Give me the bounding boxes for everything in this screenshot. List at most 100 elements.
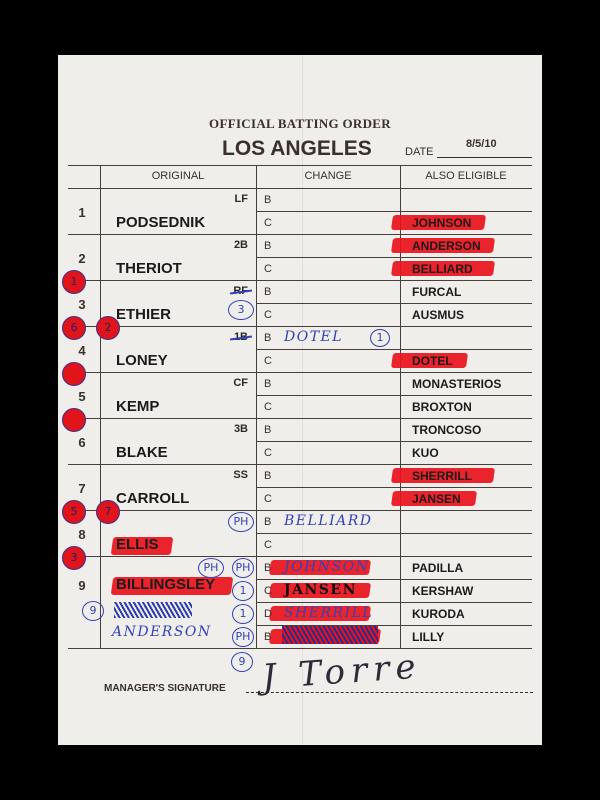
batting-slot-number: 9 — [78, 578, 86, 593]
batting-slot-number: 8 — [78, 527, 86, 542]
batting-slot-number: 2 — [78, 251, 86, 266]
change-code: B — [264, 631, 272, 643]
order-mark-circle: 7 — [96, 500, 120, 524]
slot-divider — [68, 418, 532, 419]
position-label: CF — [233, 377, 248, 389]
slot-divider — [68, 464, 532, 465]
date-line — [437, 157, 532, 158]
signature-line — [246, 692, 533, 693]
order-mark-circle: 3 — [62, 546, 86, 570]
change-code: C — [264, 539, 272, 551]
change-code: C — [264, 217, 272, 229]
change-code: C — [264, 263, 272, 275]
change-code: C — [264, 355, 272, 367]
date-label: DATE — [405, 146, 434, 158]
change-code: B — [264, 194, 272, 206]
card-fold — [302, 55, 303, 745]
eligible-player: PADILLA — [412, 561, 464, 575]
position-label: 2B — [233, 239, 248, 251]
card-title: OFFICIAL BATTING ORDER — [209, 116, 391, 131]
eligible-player: ANDERSON — [412, 239, 481, 253]
eligible-player: KERSHAW — [412, 584, 474, 598]
batting-slot-number: 7 — [78, 481, 86, 496]
signature-label: MANAGER'S SIGNATURE — [104, 683, 226, 694]
change-entry: JOHNSON — [284, 559, 370, 575]
circled-position-note: PH — [228, 512, 254, 532]
change-code: B — [264, 470, 272, 482]
change-code: C — [264, 401, 272, 413]
eligible-player: JOHNSON — [412, 216, 472, 230]
date-value: 8/5/10 — [466, 138, 497, 150]
column-divider — [400, 165, 401, 648]
change-entry: BELLIARD — [284, 513, 373, 529]
player-name: LONEY — [116, 352, 168, 369]
change-code: C — [264, 493, 272, 505]
circled-bottom-note: 9 — [231, 652, 253, 672]
change-code: C — [264, 309, 272, 321]
sub-row-line — [256, 441, 532, 442]
change-code: D — [264, 608, 272, 620]
order-mark-circle: 2 — [96, 316, 120, 340]
eligible-player: KURODA — [412, 607, 465, 621]
player-name: CARROLL — [116, 490, 190, 507]
substitute-name: ANDERSON — [112, 624, 212, 640]
change-entry: SHERRILL — [284, 605, 374, 621]
change-note: 1 — [370, 329, 390, 347]
sub-row-line — [256, 257, 532, 258]
team-name: LOS ANGELES — [222, 137, 372, 160]
order-mark-circle: 1 — [62, 270, 86, 294]
eligible-player: AUSMUS — [412, 308, 465, 322]
order-mark-circle — [62, 362, 86, 386]
slot-divider — [68, 326, 532, 327]
batting-slot-number: 3 — [78, 297, 86, 312]
column-divider — [256, 165, 257, 648]
sub-row-line — [256, 579, 532, 580]
change-code: B — [264, 378, 272, 390]
change-entry: DOTEL — [284, 329, 344, 345]
header-bottom-line — [68, 188, 532, 189]
change-code: B — [264, 332, 272, 344]
sub-row-line — [256, 487, 532, 488]
change-code: B — [264, 286, 272, 298]
substitution-note: 1 — [232, 581, 254, 601]
header-original: ORIGINAL — [151, 170, 205, 182]
change-code: B — [264, 424, 272, 436]
sub-row-line — [256, 533, 532, 534]
order-mark-circle: 5 — [62, 500, 86, 524]
change-code: C — [264, 585, 272, 597]
sub-row-line — [256, 602, 532, 603]
sub-row-line — [256, 395, 532, 396]
player-name: BILLINGSLEY — [116, 576, 216, 593]
player-name: BLAKE — [116, 444, 168, 461]
circled-position-note: 3 — [228, 300, 254, 320]
position-label: 3B — [233, 423, 248, 435]
batting-slot-number: 4 — [78, 343, 86, 358]
player-name: THERIOT — [116, 260, 182, 277]
batting-slot-number: 5 — [78, 389, 86, 404]
eligible-player: JANSEN — [412, 492, 461, 506]
slot-divider — [68, 280, 532, 281]
table-top-line — [68, 165, 532, 166]
eligible-player: KUO — [412, 446, 439, 460]
change-code: B — [264, 240, 272, 252]
position-label: LF — [234, 193, 248, 205]
order-mark-circle: 6 — [62, 316, 86, 340]
player-name: ETHIER — [116, 306, 172, 323]
position-label: SS — [233, 469, 248, 481]
batting-slot-number: 1 — [78, 205, 86, 220]
eligible-player: BROXTON — [412, 400, 472, 414]
eligible-player: LILLY — [412, 630, 445, 644]
slot-divider — [68, 510, 532, 511]
sub-row-line — [256, 303, 532, 304]
batting-slot-number: 6 — [78, 435, 86, 450]
column-divider — [100, 165, 101, 648]
slot-divider — [68, 372, 532, 373]
circled-note: 9 — [82, 601, 104, 621]
player-name: KEMP — [116, 398, 160, 415]
eligible-player: FURCAL — [412, 285, 462, 299]
sub-row-line — [256, 349, 532, 350]
eligible-player: BELLIARD — [412, 262, 473, 276]
change-code: C — [264, 447, 272, 459]
header-also-eligible: ALSO ELIGIBLE — [425, 170, 507, 182]
player-name: ELLIS — [116, 536, 159, 553]
